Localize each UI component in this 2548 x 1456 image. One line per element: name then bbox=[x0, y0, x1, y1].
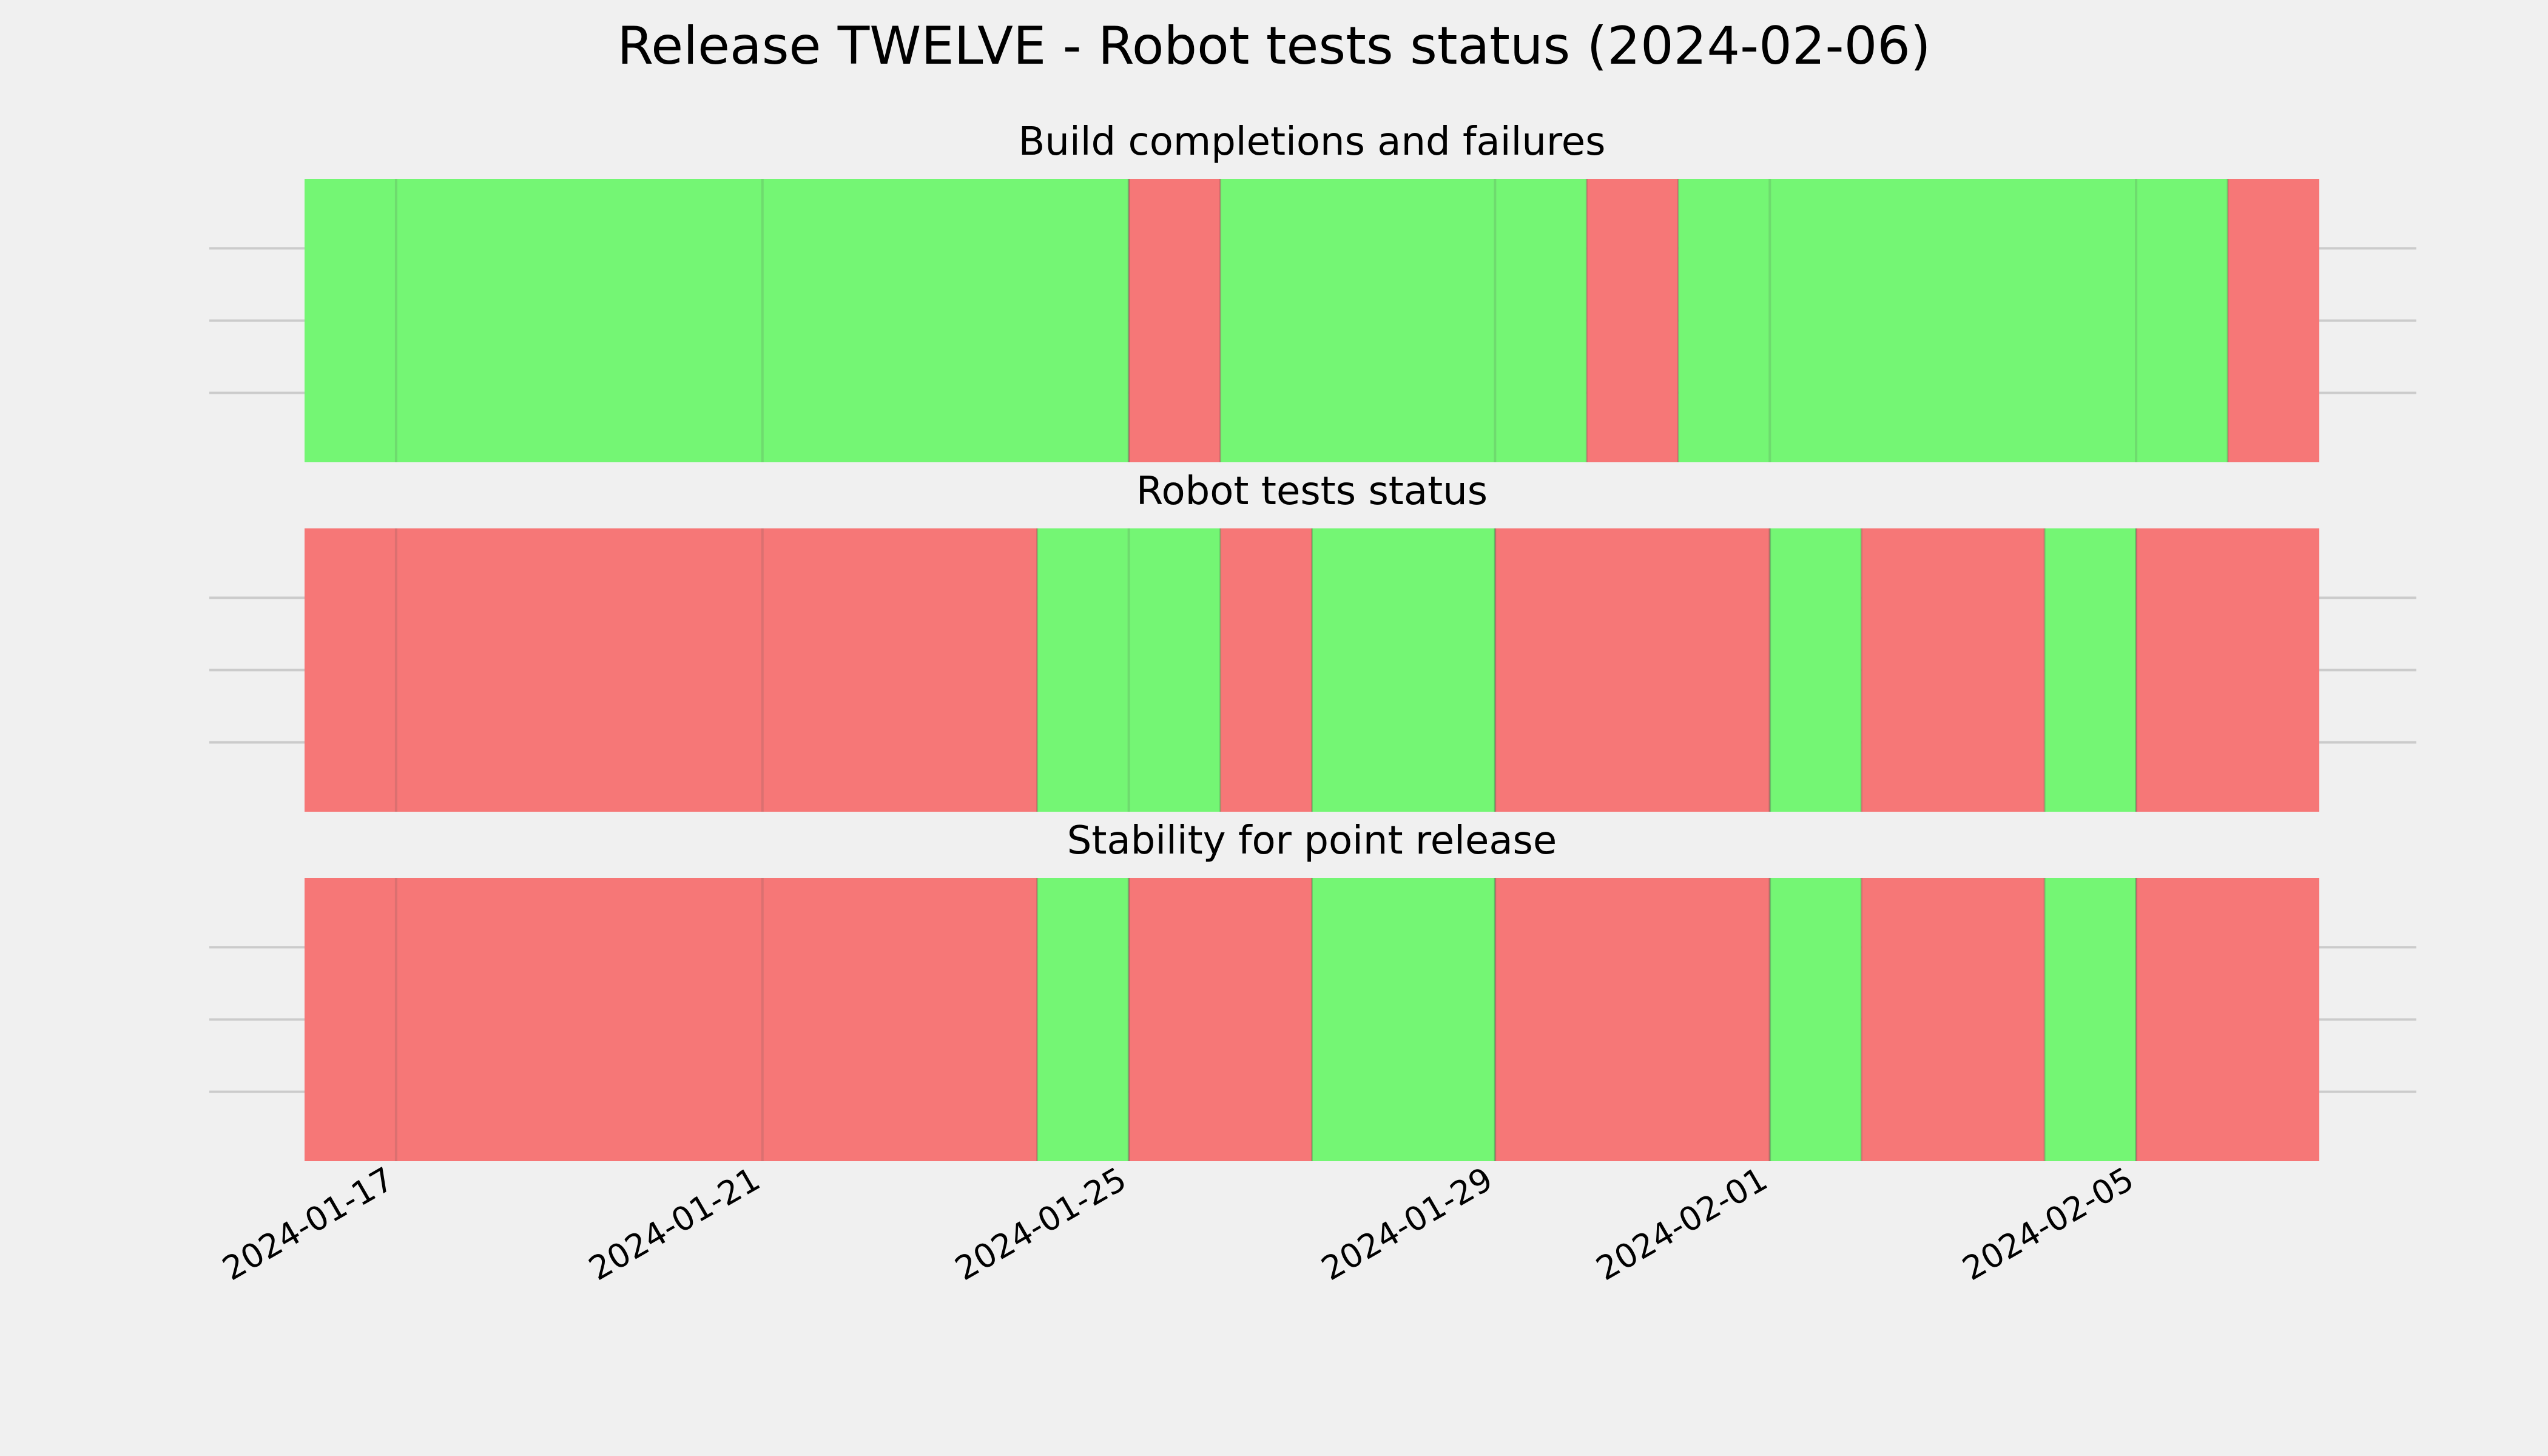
status-segment-fail bbox=[305, 528, 1037, 812]
status-segment-pass bbox=[1220, 179, 1587, 462]
status-segment-pass bbox=[1312, 878, 1495, 1161]
status-segment-fail bbox=[2136, 878, 2319, 1161]
status-segment-fail bbox=[305, 878, 1037, 1161]
status-segment-pass bbox=[1037, 878, 1129, 1161]
status-segment-pass bbox=[305, 179, 1129, 462]
status-segment-pass bbox=[1037, 528, 1221, 812]
status-segment-pass bbox=[1770, 878, 1862, 1161]
status-segment-fail bbox=[1861, 528, 2045, 812]
status-segment-fail bbox=[2136, 528, 2319, 812]
status-segment-fail bbox=[1495, 878, 1770, 1161]
status-segment-fail bbox=[1128, 179, 1221, 462]
status-segment-fail bbox=[1861, 878, 2045, 1161]
panel-title: Robot tests status bbox=[1136, 469, 1488, 514]
chart-title: Release TWELVE - Robot tests status (202… bbox=[617, 16, 1930, 76]
status-segment-pass bbox=[2044, 528, 2137, 812]
panel-3: Stability for point release bbox=[209, 818, 2416, 1161]
status-segment-fail bbox=[1220, 528, 1312, 812]
status-segment-fail bbox=[2228, 179, 2319, 462]
panels: Build completions and failures Robot test… bbox=[209, 120, 2416, 1161]
status-segment-fail bbox=[1128, 878, 1312, 1161]
status-segment-pass bbox=[1770, 528, 1862, 812]
status-segment-fail bbox=[1495, 528, 1770, 812]
status-segment-pass bbox=[2044, 878, 2137, 1161]
status-segment-pass bbox=[1312, 528, 1495, 812]
panel-2: Robot tests status bbox=[209, 469, 2416, 812]
panel-1: Build completions and failures bbox=[209, 120, 2416, 462]
panel-title: Build completions and failures bbox=[1019, 120, 1606, 164]
status-segment-pass bbox=[1678, 179, 2228, 462]
panel-title: Stability for point release bbox=[1067, 818, 1557, 863]
status-segment-fail bbox=[1586, 179, 1679, 462]
